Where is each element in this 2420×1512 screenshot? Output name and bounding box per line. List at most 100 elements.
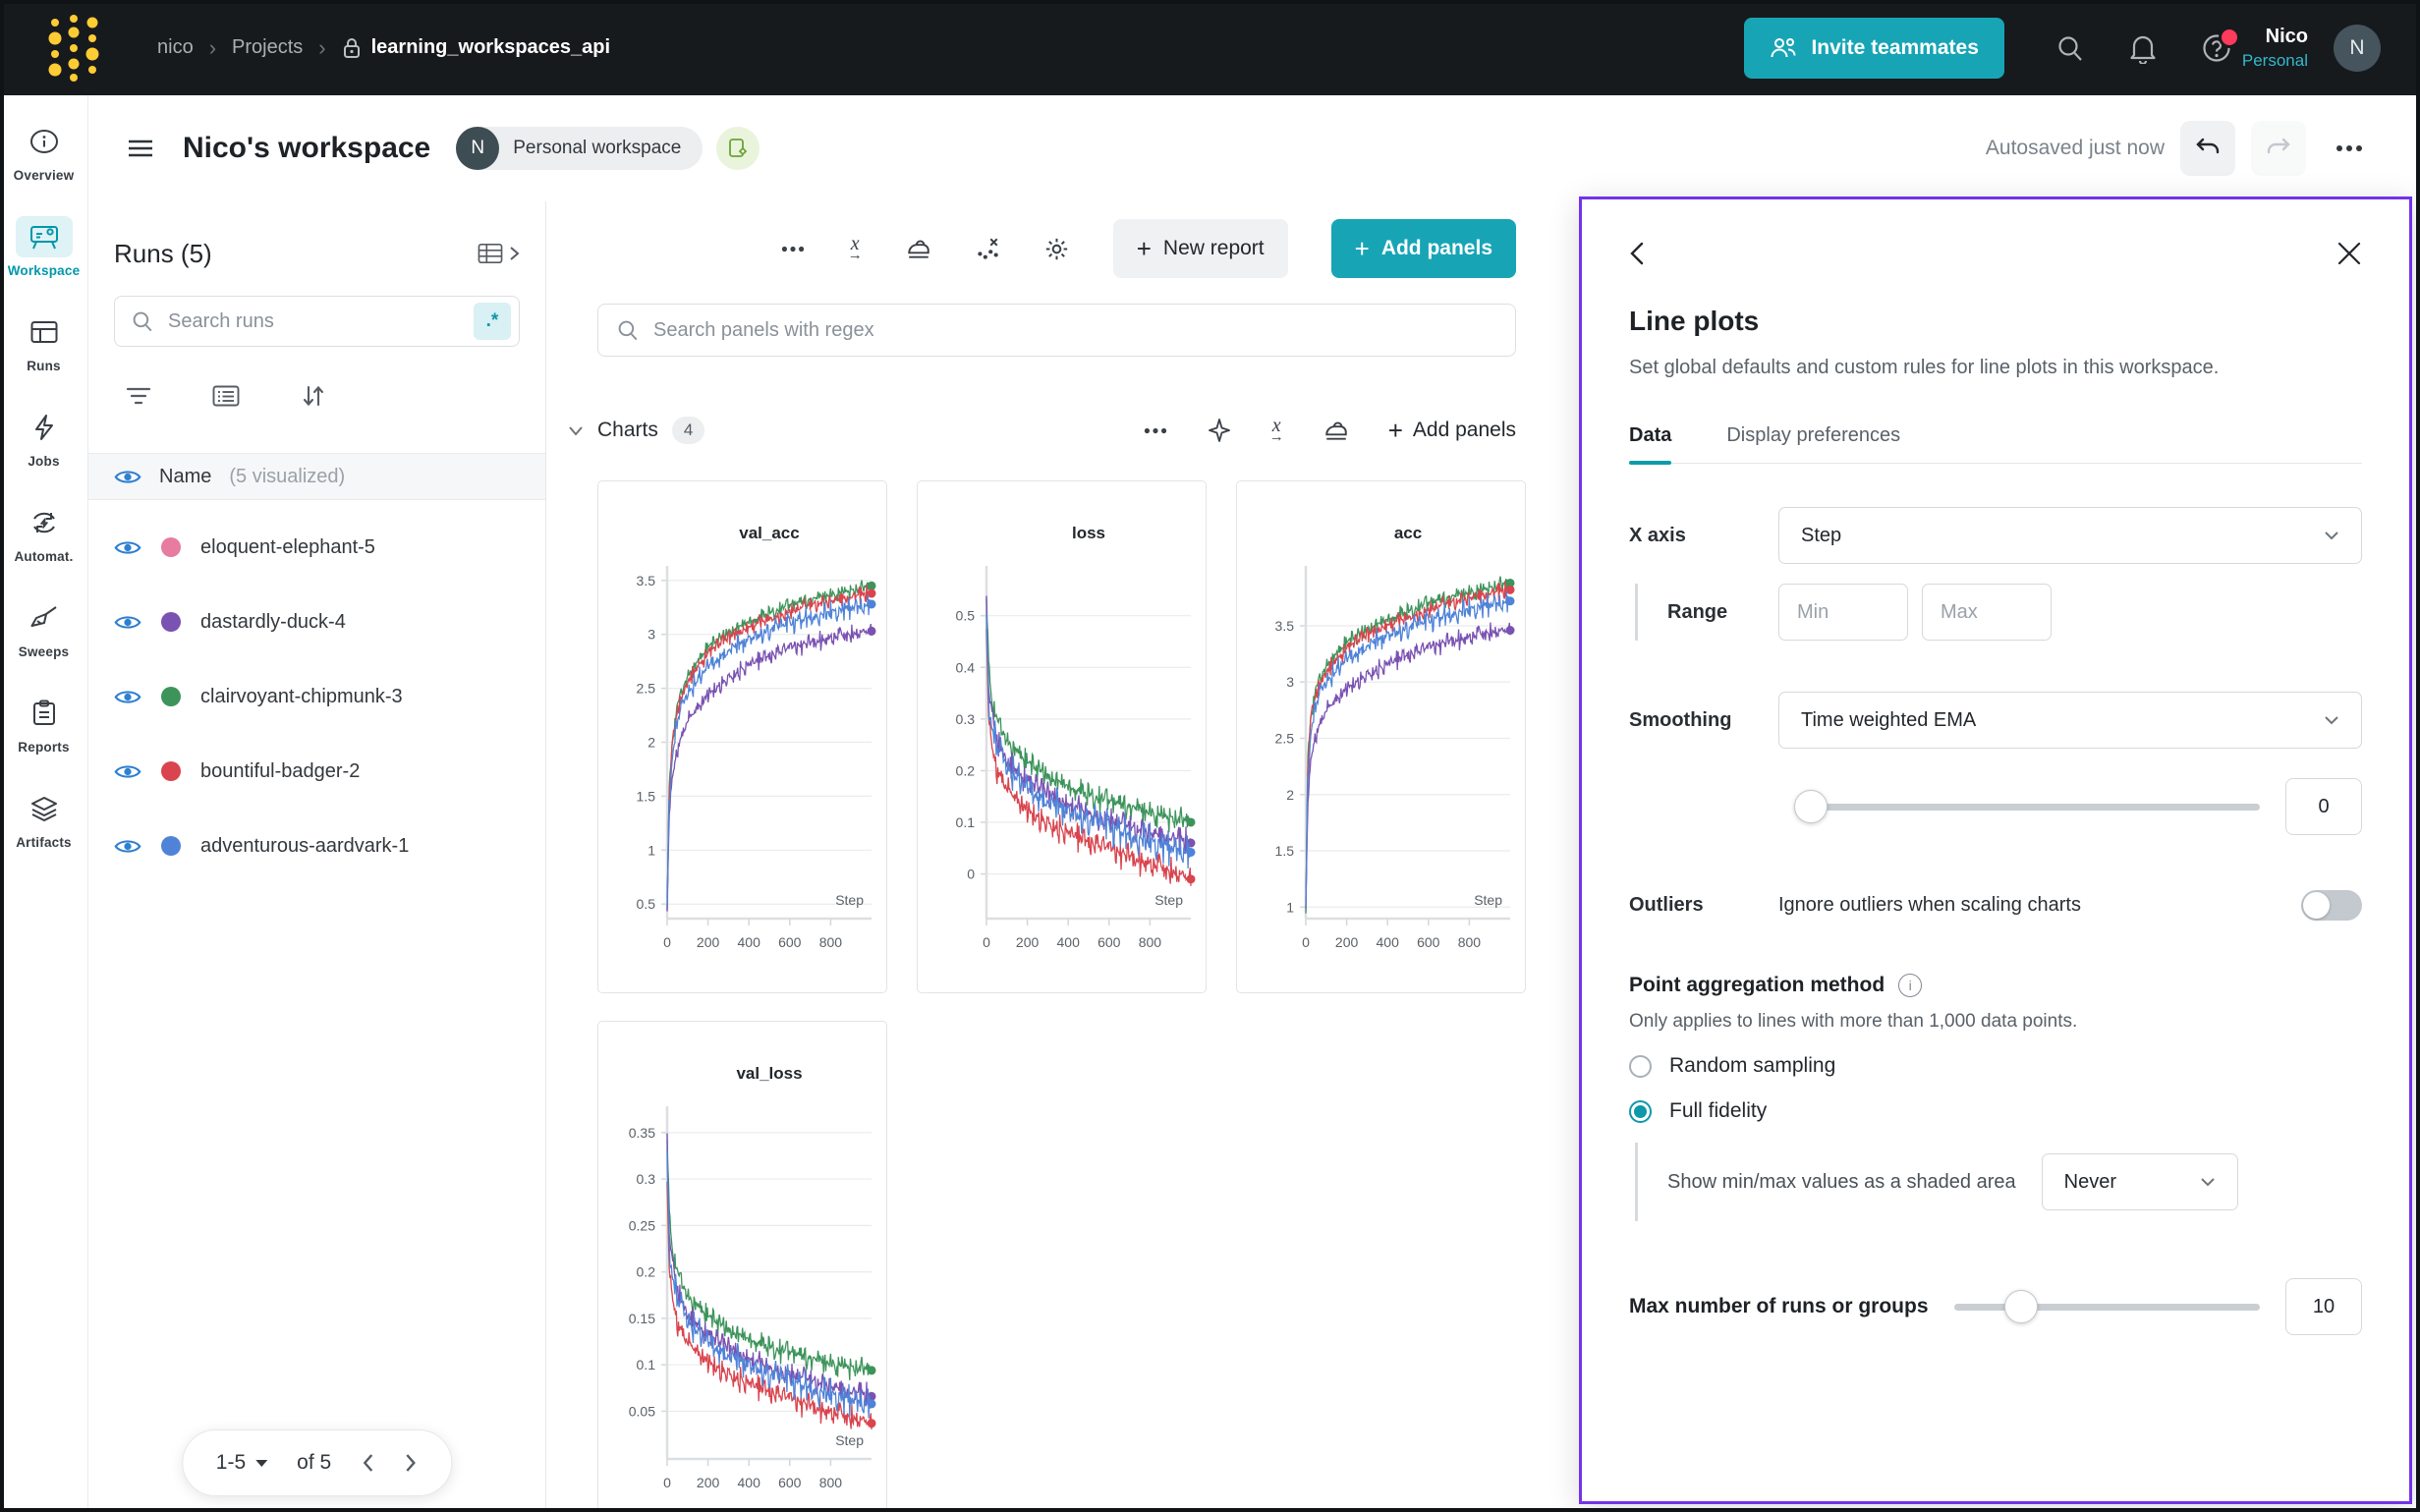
outliers-toggle[interactable] xyxy=(2301,890,2362,921)
tab-data[interactable]: Data xyxy=(1629,424,1672,465)
search-icon[interactable] xyxy=(2055,33,2085,63)
redo-button[interactable] xyxy=(2251,121,2306,176)
smoothing-slider[interactable] xyxy=(1793,790,2260,823)
bell-icon[interactable] xyxy=(2128,32,2158,64)
run-row[interactable]: clairvoyant-chipmunk-3 xyxy=(88,659,545,734)
sidebar-item-automations[interactable]: Automat. xyxy=(0,502,87,564)
run-name[interactable]: adventurous-aardvark-1 xyxy=(200,834,410,857)
run-name[interactable]: dastardly-duck-4 xyxy=(200,610,346,633)
section-add-panels-button[interactable]: + Add panels xyxy=(1387,416,1516,445)
point-aggregation-icon[interactable] xyxy=(975,236,1000,261)
svg-text:400: 400 xyxy=(738,1475,761,1490)
sidebar-item-jobs[interactable]: Jobs xyxy=(0,407,87,469)
breadcrumb-project[interactable]: learning_workspaces_api xyxy=(342,36,610,60)
overflow-menu-icon[interactable] xyxy=(2322,121,2377,176)
chart-panel-acc[interactable]: 1 1.5 2 2.5 3 3.5 0 200 400 600 800 Step acc xyxy=(1236,480,1526,993)
page-size-select[interactable]: 1-5 xyxy=(216,1451,268,1475)
run-row[interactable]: adventurous-aardvark-1 xyxy=(88,809,545,883)
max-runs-value-box[interactable]: 10 xyxy=(2285,1278,2362,1335)
series-line xyxy=(1305,622,1511,910)
smoothing-value-box[interactable]: 0 xyxy=(2285,778,2362,835)
collapse-section-chevron-icon[interactable] xyxy=(568,425,584,436)
x-axis-icon[interactable]: x → xyxy=(847,233,863,263)
smoothing-slider-handle[interactable] xyxy=(1793,790,1828,823)
next-page-button[interactable] xyxy=(404,1452,418,1474)
visibility-eye-icon[interactable] xyxy=(114,468,141,486)
sidebar-item-runs[interactable]: Runs xyxy=(0,311,87,373)
run-name[interactable]: eloquent-elephant-5 xyxy=(200,535,375,558)
charts-section-title[interactable]: Charts xyxy=(597,419,658,441)
smoothing-type-select[interactable]: Time weighted EMA xyxy=(1778,692,2362,749)
range-min-input[interactable] xyxy=(1778,584,1908,641)
workspace-sparkle-icon[interactable] xyxy=(716,127,760,170)
close-icon[interactable] xyxy=(2336,241,2362,266)
quick-add-sparkle-icon[interactable] xyxy=(1207,418,1230,443)
visibility-eye-icon[interactable] xyxy=(114,538,141,557)
range-max-input[interactable] xyxy=(1922,584,2052,641)
regex-toggle-button[interactable]: .* xyxy=(474,303,511,340)
run-row[interactable]: dastardly-duck-4 xyxy=(88,585,545,659)
overflow-menu-icon[interactable] xyxy=(781,246,805,252)
x-axis-select[interactable]: Step xyxy=(1778,507,2362,564)
runs-column-name[interactable]: Name xyxy=(159,465,212,487)
radio-full-fidelity[interactable]: Full fidelity xyxy=(1629,1099,2362,1123)
run-name[interactable]: clairvoyant-chipmunk-3 xyxy=(200,685,403,707)
overflow-menu-icon[interactable] xyxy=(1144,427,1167,434)
group-list-icon[interactable] xyxy=(212,385,240,407)
top-navbar: nico › Projects › learning_workspaces_ap… xyxy=(0,0,2420,95)
visibility-eye-icon[interactable] xyxy=(114,762,141,781)
run-color-dot xyxy=(161,537,181,557)
expand-runs-table-button[interactable] xyxy=(477,242,520,265)
wandb-logo[interactable] xyxy=(45,13,102,84)
filter-icon[interactable] xyxy=(126,386,151,406)
max-runs-slider-handle[interactable] xyxy=(2004,1290,2039,1323)
tab-display-preferences[interactable]: Display preferences xyxy=(1726,424,1901,446)
series-line xyxy=(666,1149,872,1419)
runs-list: eloquent-elephant-5 dastardly-duck-4 clair… xyxy=(88,510,545,883)
sidebar-item-workspace[interactable]: Workspace xyxy=(0,216,87,278)
avatar[interactable]: N xyxy=(2334,24,2381,72)
svg-text:2.5: 2.5 xyxy=(637,681,656,697)
sidebar-item-artifacts[interactable]: Artifacts xyxy=(0,788,87,850)
back-arrow-icon[interactable] xyxy=(1629,241,1659,266)
max-runs-slider[interactable] xyxy=(1953,1290,2260,1323)
panel-smoothing-icon[interactable] xyxy=(906,236,931,261)
help-icon[interactable] xyxy=(2201,26,2240,64)
breadcrumb-projects[interactable]: Projects xyxy=(232,36,304,58)
workspace-badge[interactable]: N Personal workspace xyxy=(456,127,703,170)
radio-circle-icon-selected xyxy=(1629,1099,1652,1123)
sidebar-item-sweeps[interactable]: Sweeps xyxy=(0,597,87,659)
info-icon[interactable]: i xyxy=(1898,974,1923,997)
add-panels-button[interactable]: + Add panels xyxy=(1330,219,1516,278)
run-row[interactable]: bountiful-badger-2 xyxy=(88,734,545,809)
search-icon xyxy=(616,318,640,342)
sort-icon[interactable] xyxy=(301,384,326,408)
runs-search-input[interactable] xyxy=(166,308,462,334)
undo-button[interactable] xyxy=(2180,121,2235,176)
visibility-eye-icon[interactable] xyxy=(114,837,141,856)
invite-teammates-button[interactable]: Invite teammates xyxy=(1744,17,2004,79)
visibility-eye-icon[interactable] xyxy=(114,613,141,632)
visibility-eye-icon[interactable] xyxy=(114,688,141,706)
minmax-select[interactable]: Never xyxy=(2041,1153,2238,1210)
run-row[interactable]: eloquent-elephant-5 xyxy=(88,510,545,585)
chart-panel-val_loss[interactable]: 0.05 0.1 0.15 0.2 0.25 0.3 0.35 0 200 400 600 800 St… xyxy=(597,1021,887,1512)
svg-text:800: 800 xyxy=(819,1475,843,1490)
run-name[interactable]: bountiful-badger-2 xyxy=(200,759,361,782)
breadcrumb-entity[interactable]: nico xyxy=(157,36,194,58)
chart-panel-val_acc[interactable]: 0.5 1 1.5 2 2.5 3 3.5 0 200 400 600 800 Step val_acc xyxy=(597,480,887,993)
svg-text:1: 1 xyxy=(647,842,655,858)
sidebar-item-overview[interactable]: Overview xyxy=(0,121,87,183)
x-axis-icon[interactable]: x → xyxy=(1268,415,1284,445)
user-menu[interactable]: Nico Personal xyxy=(2242,26,2308,71)
hamburger-menu-icon[interactable] xyxy=(128,138,153,159)
new-report-button[interactable]: + New report xyxy=(1112,219,1288,278)
panel-smoothing-icon[interactable] xyxy=(1323,418,1349,443)
workspace-settings-gear-icon[interactable] xyxy=(1043,236,1070,262)
chart-panel-loss[interactable]: 0 0.1 0.2 0.3 0.4 0.5 0 200 400 600 800 Step loss xyxy=(917,480,1207,993)
prev-page-button[interactable] xyxy=(361,1452,374,1474)
radio-random-sampling[interactable]: Random sampling xyxy=(1629,1054,2362,1078)
sidebar-item-reports[interactable]: Reports xyxy=(0,693,87,755)
series-line xyxy=(1305,590,1511,907)
panels-search-input[interactable] xyxy=(651,317,1497,343)
